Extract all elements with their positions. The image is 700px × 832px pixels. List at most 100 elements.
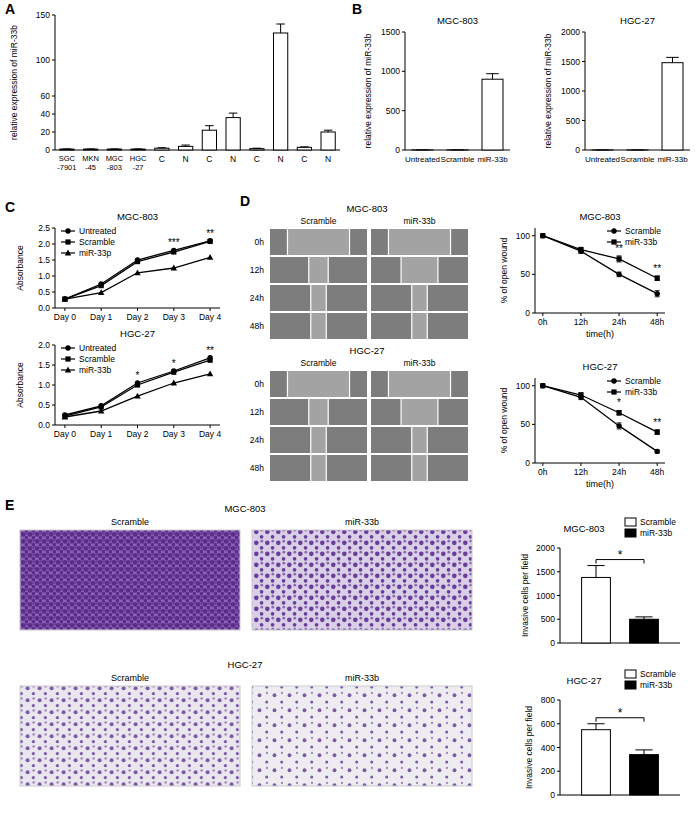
wound-edge (326, 427, 327, 453)
y-tick-label: 2.0 (38, 340, 50, 350)
x-tick-label: N (230, 154, 236, 164)
chart: 050100% of open woundHGC-27time(h)0h12h2… (499, 361, 665, 489)
chart-title: HGC-27 (567, 675, 602, 686)
x-tick-label: Day 0 (54, 429, 76, 439)
y-tick-label: 1500 (381, 27, 400, 37)
marker (98, 289, 104, 295)
micrograph (270, 427, 367, 453)
x-tick-label: SGC-7901 (57, 154, 76, 172)
y-tick (532, 385, 535, 386)
micrograph (270, 371, 367, 397)
micrograph (371, 285, 468, 311)
error-bar (324, 130, 333, 132)
bar (250, 149, 264, 150)
y-tick (52, 345, 55, 346)
significance: * (172, 358, 176, 369)
chart-title: HGC-27 (583, 361, 618, 372)
y-tick-label: 50 (521, 419, 531, 429)
x-tick-label: Untreated (585, 155, 620, 164)
marker (98, 408, 104, 414)
micrograph (371, 313, 468, 339)
line (65, 358, 210, 415)
x-tick-label: C (159, 154, 165, 164)
chart: 050010001500relative expression of miR-3… (363, 15, 510, 164)
wound-area (388, 229, 450, 255)
wound-edge (310, 427, 311, 453)
legend: ScramblemiR-33b (607, 226, 661, 247)
marker (62, 296, 67, 301)
row-label: 48h (250, 321, 264, 331)
bar (592, 149, 613, 150)
x-axis (535, 463, 665, 464)
panel-letter: A (5, 1, 15, 17)
y-tick (52, 308, 55, 309)
micrograph (20, 686, 240, 786)
legend-marker (611, 239, 616, 244)
marker (62, 296, 68, 302)
y-axis-label: Absorbance (15, 362, 25, 408)
marker (540, 233, 545, 238)
wound-edge (287, 371, 288, 397)
y-tick-label: 0.5 (38, 287, 50, 297)
error-bar (635, 617, 652, 619)
wound-edge (328, 257, 329, 283)
y-axis-label: relative expression of miR-33b (543, 33, 553, 148)
error-bar (578, 247, 583, 252)
y-tick (557, 548, 560, 549)
micrograph (270, 285, 367, 311)
error-bar (253, 148, 262, 149)
legend-marker (611, 228, 616, 233)
panel-letter: B (352, 1, 362, 17)
x-tick-label: N (278, 154, 284, 164)
marker (171, 265, 177, 271)
error-bar (86, 148, 95, 149)
marker (616, 410, 621, 415)
significance: *** (168, 237, 180, 248)
y-tick-label: 50 (521, 269, 531, 279)
label-line: MGC (106, 154, 124, 163)
image-title: HGC-27 (228, 659, 263, 670)
x-tick (173, 308, 174, 311)
plot-area (62, 355, 214, 419)
panel-letter: D (240, 193, 250, 209)
wound-edge (411, 455, 412, 481)
error-bar (486, 74, 499, 80)
wound-area (311, 313, 327, 339)
x-tick-label: C (206, 154, 212, 164)
micrograph (270, 399, 367, 425)
marker (134, 269, 140, 275)
y-tick-label: 1.5 (38, 255, 50, 265)
chart: 0200400600800Invasive cells per fieldHGC… (524, 669, 680, 800)
significance: * (136, 370, 140, 381)
marker (134, 393, 140, 399)
x-tick-label: miR-33b (477, 155, 508, 164)
error-bar (666, 57, 679, 62)
label-line: MKN (82, 154, 99, 163)
x-tick-label: 0h (538, 467, 548, 477)
micrograph (270, 313, 367, 339)
marker (616, 256, 621, 261)
error-bar (635, 750, 652, 755)
wound-area (388, 371, 450, 397)
bar (630, 755, 659, 795)
column-label: miR-33b (403, 358, 435, 368)
wound-edge (349, 371, 350, 397)
y-tick (52, 60, 55, 61)
marker (616, 423, 621, 428)
chart: 0.00.51.01.52.0AbsorbanceHGC-27Day 0Day … (15, 328, 221, 439)
marker (207, 254, 213, 260)
y-tick (557, 571, 560, 572)
x-axis (560, 795, 680, 796)
chart: 0.00.51.01.52.02.5AbsorbanceMGC-803Day 0… (15, 211, 221, 322)
wound-edge (411, 313, 412, 339)
y-tick (532, 424, 535, 425)
x-tick-label: Scramble (621, 155, 655, 164)
wound-area (287, 229, 349, 255)
x-tick-label: MGC-803 (106, 154, 124, 172)
y-tick (52, 228, 55, 229)
y-tick (52, 276, 55, 277)
column-label: Scramble (301, 216, 337, 226)
column-label: Scramble (301, 358, 337, 368)
legend-label: Scramble (79, 354, 115, 364)
row-label: 12h (250, 265, 264, 275)
